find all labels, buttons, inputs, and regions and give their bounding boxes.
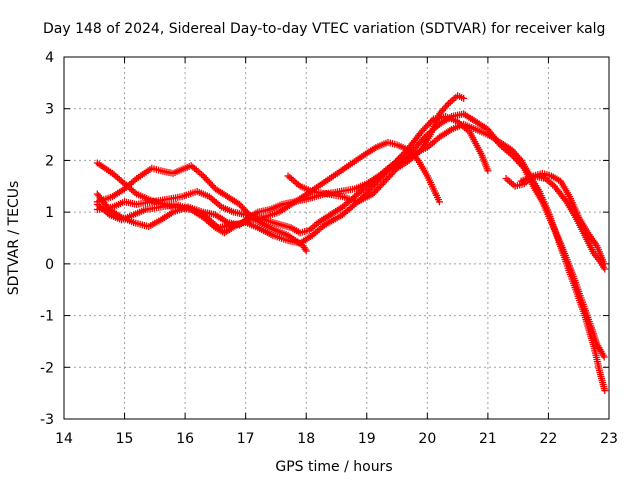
data-point-marker: [508, 151, 516, 159]
x-tick-label: 15: [116, 431, 134, 447]
data-point-marker: [379, 179, 387, 187]
y-tick-label: 3: [45, 102, 54, 118]
data-point-marker: [390, 167, 398, 175]
plot-frame: [63, 56, 610, 420]
data-point-marker: [413, 142, 421, 150]
data-point-marker: [419, 126, 427, 134]
x-tick-label: 23: [600, 431, 618, 447]
data-point-marker: [384, 174, 392, 182]
data-point-marker: [389, 169, 397, 177]
series-track-6: [284, 92, 468, 206]
data-point-marker: [484, 167, 492, 175]
data-point-marker: [205, 178, 213, 186]
data-point-marker: [411, 144, 419, 151]
data-point-marker: [375, 184, 383, 192]
data-point-marker: [202, 175, 210, 183]
data-point-marker: [302, 247, 310, 255]
data-point-marker: [414, 140, 422, 148]
x-axis-label: GPS time / hours: [275, 459, 392, 475]
series-track-4: [93, 110, 608, 361]
data-point-marker: [201, 174, 209, 182]
data-point-marker: [417, 128, 425, 136]
data-point-marker: [372, 187, 380, 195]
y-tick-label: -3: [40, 412, 54, 428]
data-point-marker: [601, 265, 609, 273]
data-point-marker: [600, 353, 608, 361]
data-point-marker: [236, 200, 244, 208]
data-point-marker: [423, 122, 431, 130]
x-tick-label: 19: [358, 431, 376, 447]
data-points: [93, 92, 609, 395]
data-point-marker: [510, 153, 518, 161]
x-tick-label: 16: [176, 431, 194, 447]
y-tick-label: 0: [45, 257, 54, 273]
data-point-marker: [369, 190, 377, 198]
x-tick-label: 14: [55, 431, 73, 447]
data-point-marker: [601, 387, 609, 395]
data-point-marker: [420, 125, 428, 133]
data-point-marker: [381, 177, 389, 185]
chart-grid: [64, 57, 609, 419]
data-point-marker: [204, 177, 212, 185]
x-tick-label: 17: [237, 431, 255, 447]
axis-ticks: [63, 56, 610, 420]
x-tick-label: 21: [479, 431, 497, 447]
y-tick-label: -1: [40, 309, 54, 325]
data-point-marker: [517, 161, 525, 169]
data-point-marker: [207, 180, 215, 188]
data-point-marker: [460, 94, 468, 102]
data-point-marker: [370, 188, 378, 196]
data-point-marker: [425, 120, 433, 128]
data-point-marker: [416, 139, 424, 147]
data-point-marker: [387, 171, 395, 179]
data-point-marker: [239, 204, 247, 212]
data-point-marker: [513, 156, 521, 164]
data-point-marker: [422, 123, 430, 131]
data-point-marker: [378, 180, 386, 188]
data-point-marker: [199, 172, 207, 180]
x-tick-labels: 14 15 16 17 18 19 20 21 22 23: [55, 431, 618, 447]
y-tick-label: -2: [40, 360, 54, 376]
data-point-marker: [366, 186, 374, 194]
data-point-marker: [435, 198, 443, 206]
y-tick-label: 4: [45, 50, 54, 66]
x-tick-label: 20: [418, 431, 436, 447]
y-tick-labels: -3 -2 -1 0 1 2 3 4: [40, 50, 54, 428]
chart-title: Day 148 of 2024, Sidereal Day-to-day VTE…: [43, 21, 605, 37]
data-point-marker: [208, 182, 216, 190]
data-point-marker: [519, 163, 527, 171]
x-tick-label: 18: [297, 431, 315, 447]
data-point-marker: [237, 202, 245, 210]
y-tick-label: 2: [45, 153, 54, 169]
data-point-marker: [376, 182, 384, 190]
data-point-marker: [382, 175, 390, 183]
data-point-marker: [516, 159, 524, 167]
data-point-marker: [373, 185, 381, 193]
data-point-marker: [385, 172, 393, 180]
x-tick-label: 22: [540, 431, 558, 447]
data-point-marker: [364, 187, 372, 195]
y-tick-label: 1: [45, 205, 54, 221]
series-track-5: [93, 138, 443, 237]
y-axis-label: SDTVAR / TECUs: [6, 181, 22, 296]
series-track-8: [517, 172, 609, 273]
data-point-marker: [511, 154, 519, 162]
data-point-marker: [514, 158, 522, 166]
series-track-2: [93, 162, 310, 255]
